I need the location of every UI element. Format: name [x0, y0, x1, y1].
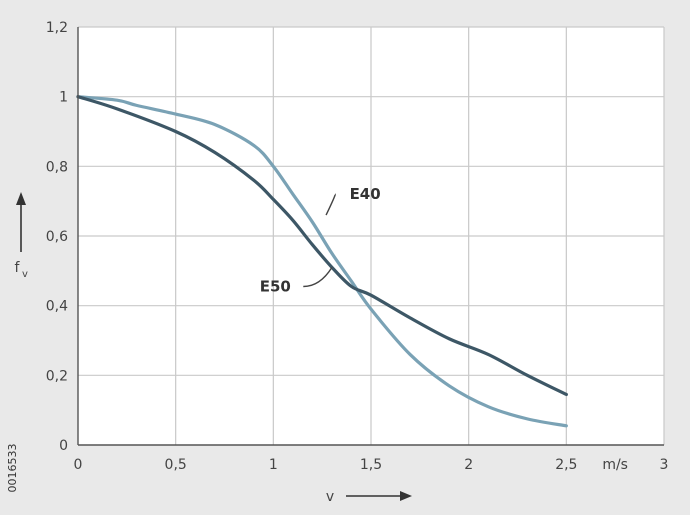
axes: [77, 27, 664, 446]
labels: 0 0,5 1 1,5 2 2,5 3m/s00,20,40,60,811,2vf vE40E…: [6, 20, 668, 505]
y-axis-arrow-head: [16, 192, 26, 205]
x-axis-arrow-head: [400, 491, 412, 501]
series-label-e50: E50: [260, 278, 291, 296]
annotation-leader-e40: [325, 193, 336, 216]
annotation-leader-e50: [303, 266, 333, 288]
x-axis-title: v: [326, 489, 334, 505]
series-group: [76, 95, 568, 428]
series-line-e50: [76, 95, 568, 397]
y-tick-label: 0,4: [46, 299, 68, 315]
y-axis-title: f: [15, 260, 21, 276]
x-tick-label: 1: [269, 457, 278, 473]
x-tick-label: 2: [464, 457, 473, 473]
y-tick-label: 0: [59, 438, 68, 454]
x-tick-label: 1,5: [360, 457, 382, 473]
x-tick-label: 2,5: [555, 457, 577, 473]
series-line-e40: [76, 95, 568, 428]
y-tick-label: 0,2: [46, 368, 68, 384]
y-tick-label: 0,8: [46, 159, 68, 175]
figure-id: 0016533: [6, 444, 19, 493]
x-unit-label: m/s: [602, 457, 628, 473]
y-tick-label: 0,6: [46, 229, 68, 245]
x-tick-label: 3: [660, 457, 669, 473]
y-axis-title-subscript: v: [22, 269, 28, 280]
series-label-e40: E40: [350, 185, 381, 203]
y-tick-label: 1: [59, 90, 68, 106]
x-tick-label: 0,5: [165, 457, 187, 473]
grid: [78, 26, 665, 445]
y-tick-label: 1,2: [46, 20, 68, 36]
x-tick-label: 0: [74, 457, 83, 473]
